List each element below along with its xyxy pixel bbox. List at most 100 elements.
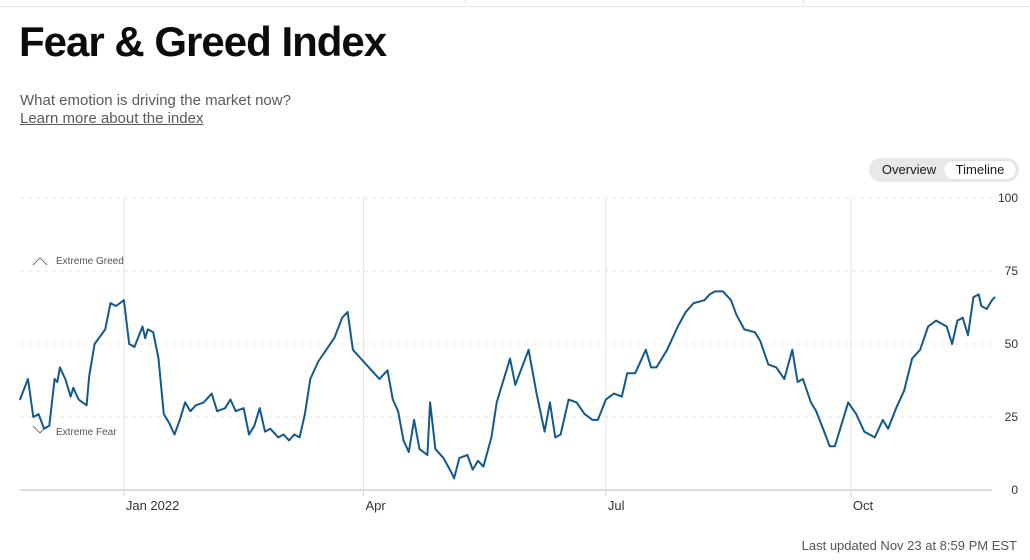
data-point: [767, 363, 770, 366]
data-point: [378, 378, 381, 380]
chevron-up-icon: [32, 257, 48, 266]
data-point: [575, 401, 578, 404]
data-point: [426, 454, 429, 456]
data-point: [945, 325, 948, 328]
data-point: [980, 305, 983, 307]
data-point: [352, 349, 354, 351]
data-point: [775, 366, 778, 369]
data-point: [157, 357, 160, 360]
data-point: [386, 369, 389, 372]
data-point: [703, 299, 706, 301]
data-point: [64, 378, 67, 380]
data-point: [458, 457, 461, 459]
data-point: [370, 369, 373, 372]
data-point: [466, 454, 469, 456]
data-point: [692, 302, 695, 304]
data-point: [269, 427, 272, 430]
y-tick-label: 0: [1011, 483, 1018, 497]
data-point: [341, 316, 344, 319]
data-point: [264, 430, 266, 433]
data-point: [735, 314, 738, 316]
data-point: [298, 436, 301, 439]
overview-tab[interactable]: Overview: [881, 162, 937, 177]
data-point: [242, 407, 245, 409]
data-point: [993, 296, 996, 299]
y-tick-label: 25: [1005, 410, 1019, 424]
data-point: [685, 311, 687, 313]
data-point: [133, 346, 136, 348]
data-point: [333, 337, 336, 339]
data-point: [128, 343, 130, 345]
data-point: [402, 439, 405, 442]
data-point: [605, 398, 607, 401]
data-point: [27, 378, 29, 380]
data-point: [847, 401, 849, 404]
data-point: [202, 401, 205, 404]
learn-more-link[interactable]: Learn more about the index: [20, 110, 204, 127]
data-point: [490, 436, 493, 439]
page-subtitle: What emotion is driving the market now?: [20, 92, 291, 109]
y-tick-label: 75: [1005, 264, 1019, 278]
data-point: [173, 433, 176, 436]
data-point: [554, 436, 557, 439]
data-point: [229, 398, 232, 401]
last-updated: Last updated Nov 23 at 8:59 PM EST: [801, 538, 1017, 553]
data-point: [754, 331, 756, 334]
data-point: [477, 460, 479, 462]
data-point: [791, 349, 794, 351]
data-point: [168, 422, 170, 424]
data-point: [527, 349, 530, 351]
page-title: Fear & Greed Index: [19, 18, 387, 65]
data-point: [621, 395, 623, 398]
data-point: [951, 343, 953, 345]
data-point: [397, 410, 399, 412]
data-point: [144, 337, 146, 339]
data-point: [85, 404, 88, 407]
data-point: [48, 425, 51, 427]
data-point: [216, 410, 218, 412]
data-point: [88, 375, 90, 377]
timeline-tab[interactable]: Timeline: [944, 161, 1016, 179]
data-point: [104, 328, 106, 331]
top-divider: [0, 0, 1030, 7]
data-point: [549, 401, 551, 404]
data-point: [282, 433, 285, 436]
x-tick-label: Jan 2022: [126, 498, 180, 513]
data-point: [991, 299, 993, 301]
data-point: [248, 433, 250, 436]
data-point: [815, 410, 817, 412]
data-point: [559, 433, 562, 436]
data-point: [234, 410, 237, 412]
data-point: [839, 427, 841, 430]
data-point: [413, 419, 415, 421]
data-point: [59, 366, 61, 369]
data-point: [855, 413, 857, 415]
data-point: [868, 433, 871, 436]
x-tick-label: Oct: [853, 498, 874, 513]
data-point: [591, 419, 594, 421]
data-point: [887, 427, 889, 430]
data-point: [759, 340, 762, 342]
data-point: [903, 389, 905, 392]
data-point: [543, 430, 546, 433]
data-point: [495, 401, 498, 404]
data-point: [32, 416, 35, 418]
data-point: [253, 425, 256, 427]
data-point: [434, 448, 437, 450]
data-point: [56, 381, 59, 383]
data-point: [708, 293, 711, 296]
y-tick-label: 50: [1005, 337, 1019, 351]
data-point: [471, 468, 474, 471]
data-point: [482, 465, 485, 468]
data-point: [152, 331, 154, 334]
view-toggle: Overview Timeline: [869, 158, 1019, 182]
data-point: [277, 436, 280, 439]
series-line: [19, 290, 996, 480]
data-point: [895, 407, 897, 409]
data-point: [509, 357, 511, 360]
data-point: [418, 448, 421, 450]
data-point: [863, 430, 865, 433]
data-point: [442, 457, 445, 459]
data-point: [179, 419, 181, 421]
data-point: [567, 398, 570, 401]
